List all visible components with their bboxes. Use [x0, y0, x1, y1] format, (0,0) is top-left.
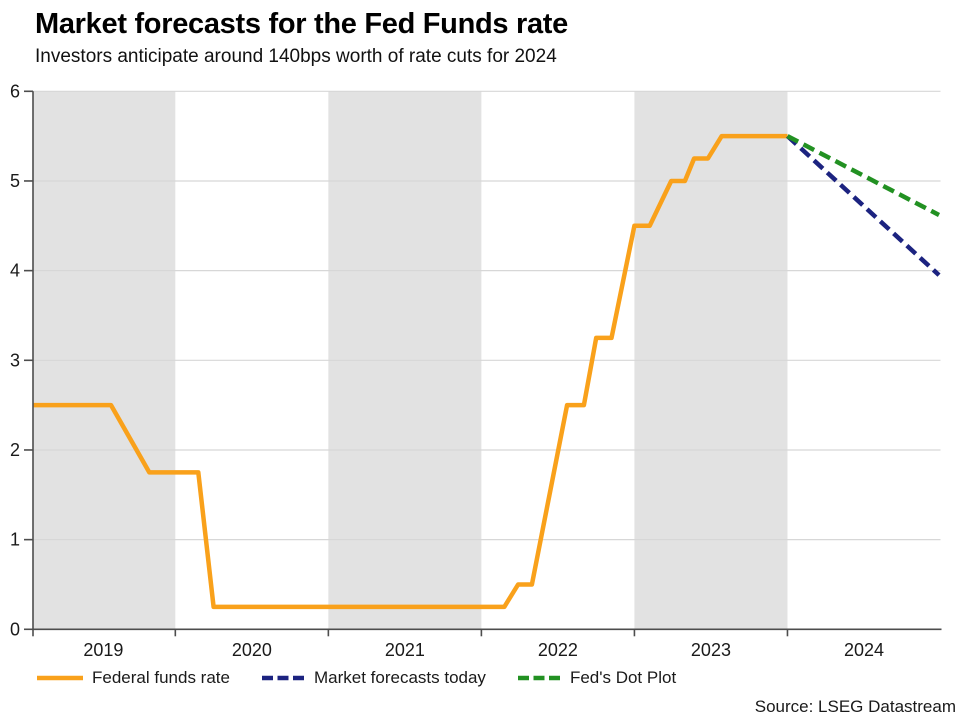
- legend-item: Fed's Dot Plot: [517, 668, 677, 688]
- x-axis-label: 2021: [385, 640, 425, 660]
- y-axis-label: 0: [10, 619, 20, 639]
- x-axis-label: 2024: [844, 640, 884, 660]
- dashed-line-swatch-icon: [517, 674, 561, 682]
- legend-label: Market forecasts today: [313, 668, 486, 687]
- chart-legend: Federal funds rate Market forecasts today…: [37, 666, 708, 690]
- chart-title: Market forecasts for the Fed Funds rate: [35, 8, 568, 40]
- x-axis-label: 2020: [232, 640, 272, 660]
- y-axis-label: 6: [10, 81, 20, 101]
- solid-line-swatch-icon: [37, 674, 83, 682]
- y-axis-label: 3: [10, 350, 20, 370]
- series-line-market-forecasts-today: [785, 134, 941, 277]
- legend-label: Federal funds rate: [92, 668, 230, 687]
- legend-label: Fed's Dot Plot: [569, 668, 677, 687]
- series-line-fed-s-dot-plot: [786, 134, 941, 217]
- legend-item: Market forecasts today: [261, 668, 486, 688]
- dashed-line-swatch-icon: [261, 674, 305, 682]
- x-axis-label: 2019: [83, 640, 123, 660]
- y-axis-label: 4: [10, 261, 20, 281]
- y-axis-label: 5: [10, 171, 20, 191]
- x-axis-label: 2022: [538, 640, 578, 660]
- y-axis-label: 2: [10, 440, 20, 460]
- chart-subtitle: Investors anticipate around 140bps worth…: [35, 46, 557, 68]
- legend-item: Federal funds rate: [37, 668, 230, 688]
- chart-header: Market forecasts for the Fed Funds rate …: [35, 8, 568, 68]
- y-axis-label: 1: [10, 530, 20, 550]
- fed-funds-line-chart: 0 1 2 3 4 5 6 2019 2020 2021 2022 2023 2024: [10, 81, 942, 660]
- source-credit: Source: LSEG Datastream: [754, 697, 956, 716]
- x-axis-label: 2023: [691, 640, 731, 660]
- series-line-federal-funds-rate: [33, 133, 788, 610]
